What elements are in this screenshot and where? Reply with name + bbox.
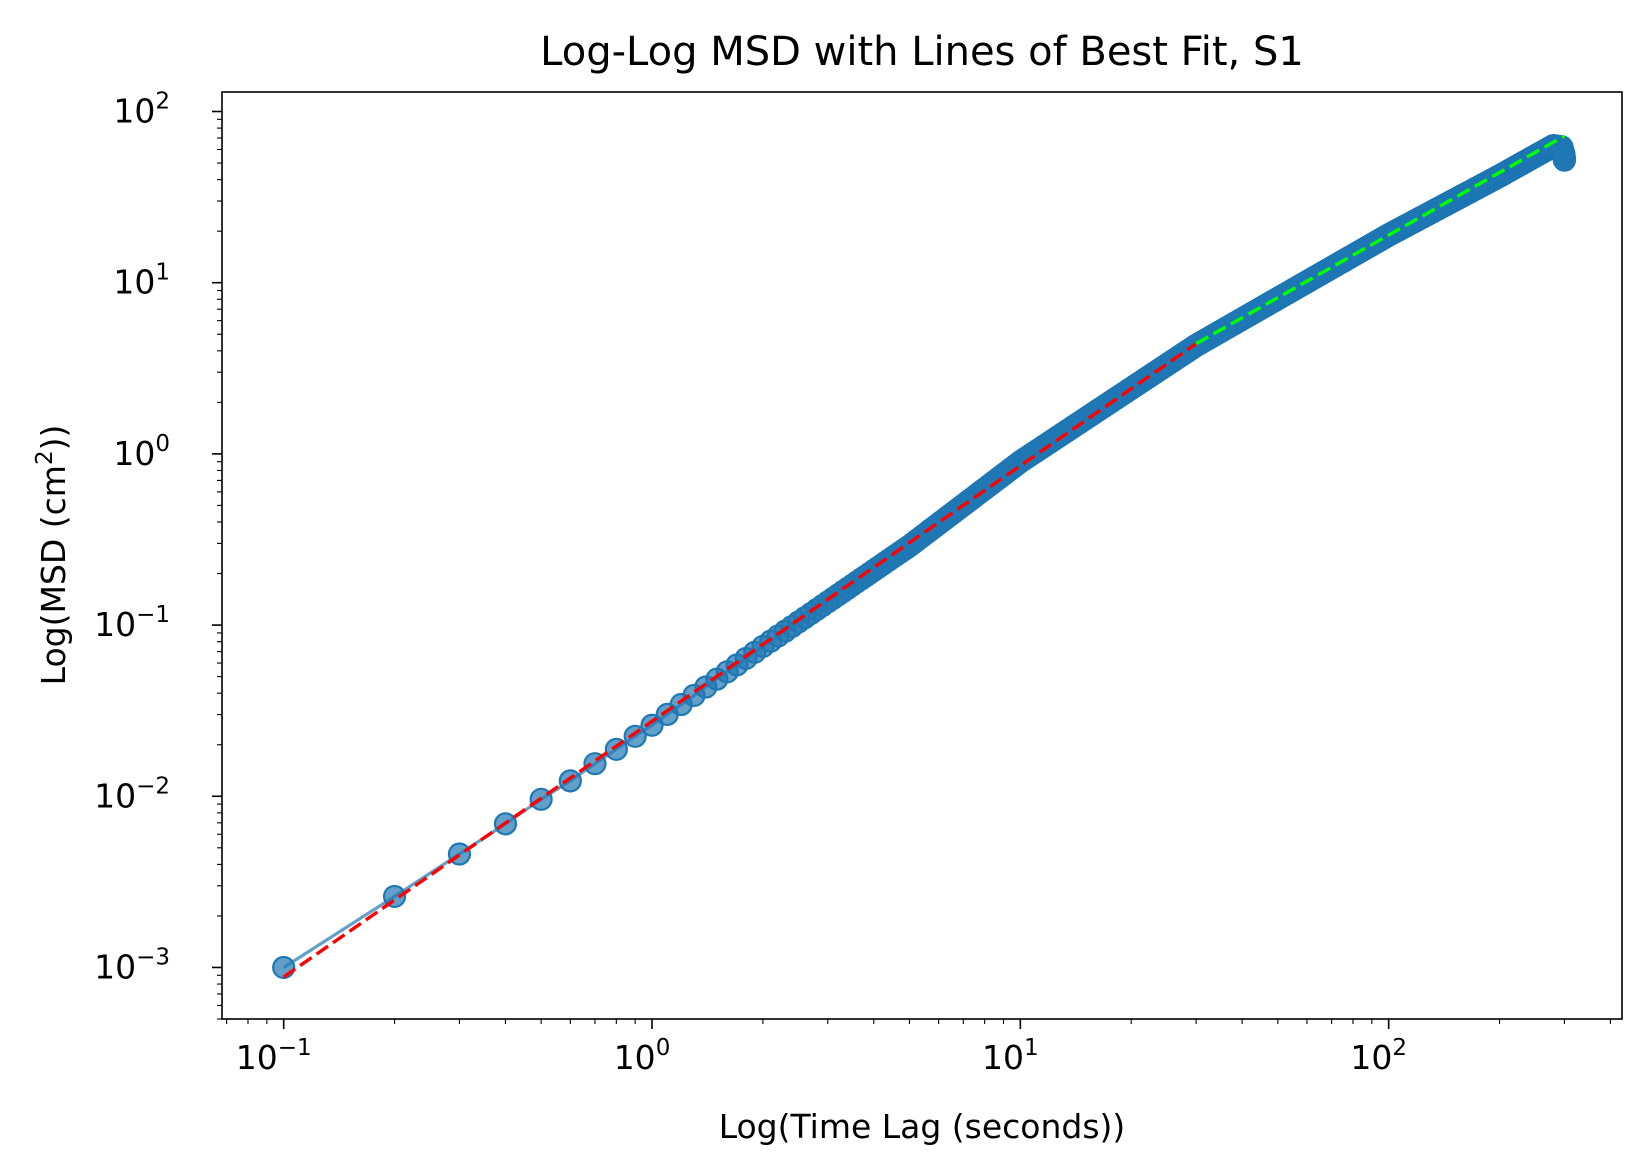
chart-title: Log-Log MSD with Lines of Best Fit, S1 xyxy=(540,29,1304,75)
y-tick-label: 10−3 xyxy=(94,944,170,986)
y-tick-label: 10−1 xyxy=(94,602,170,644)
plot-frame xyxy=(221,91,1623,1020)
y-tick-label: 101 xyxy=(113,260,170,302)
y-tick-label: 100 xyxy=(113,431,170,473)
x-tick-label: 101 xyxy=(982,1035,1039,1077)
x-tick-label: 10−1 xyxy=(236,1035,312,1077)
data-layer xyxy=(272,134,1577,980)
y-tick-label: 10−2 xyxy=(94,773,170,815)
msd-point xyxy=(558,769,582,793)
x-tick-label: 100 xyxy=(614,1035,671,1077)
fit-line-short-lag xyxy=(282,342,1198,979)
y-axis-label: Log(MSD (cm2)) xyxy=(32,425,73,686)
y-tick-label: 102 xyxy=(113,89,170,131)
msd-point xyxy=(1552,148,1577,172)
ticks-layer: 10−1 100 101 102 10−3 10−2 10−1 100 101 102 xyxy=(94,89,1611,1077)
msd-point xyxy=(272,955,296,980)
x-tick-label: 102 xyxy=(1350,1035,1407,1077)
x-axis-label: Log(Time Lag (seconds)) xyxy=(719,1107,1126,1146)
fit-line-long-lag xyxy=(1195,134,1566,346)
